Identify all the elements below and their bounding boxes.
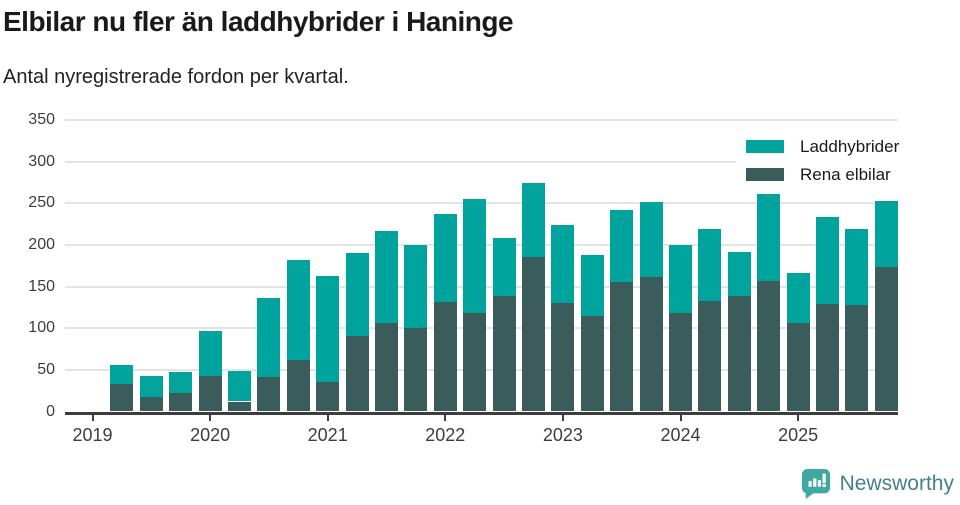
bar-rena-elbilar-2019-q2: [110, 384, 134, 412]
x-axis-label-2023: 2023: [542, 424, 583, 445]
bar-rena-elbilar-2025-q1: [786, 323, 810, 412]
bar-laddhybrider-2023-q4: [639, 202, 663, 278]
y-axis-label-300: 300: [28, 152, 55, 170]
x-tick-2022: [444, 414, 447, 421]
bar-laddhybrider-2023-q3: [610, 209, 634, 282]
x-tick-2020: [209, 414, 212, 421]
x-tick-2024: [679, 414, 682, 421]
x-axis-label-2021: 2021: [307, 424, 348, 445]
y-axis-label-250: 250: [28, 194, 55, 212]
x-axis-line: [65, 411, 898, 415]
bar-laddhybrider-2024-q4: [757, 194, 781, 281]
bar-rena-elbilar-2023-q4: [639, 277, 663, 412]
x-tick-2023: [561, 414, 564, 421]
bar-laddhybrider-2025-q4: [874, 200, 898, 268]
bar-laddhybrider-2020-q2: [228, 370, 251, 402]
bar-rena-elbilar-2024-q3: [727, 295, 751, 412]
bar-laddhybrider-2021-q4: [404, 244, 428, 329]
x-axis-label-2024: 2024: [660, 424, 701, 445]
chart-subtitle: Antal nyregistrerade fordon per kvartal.: [3, 66, 349, 88]
bar-laddhybrider-2022-q1: [433, 214, 457, 302]
bar-rena-elbilar-2023-q2: [580, 315, 604, 412]
bar-laddhybrider-2019-q3: [139, 375, 163, 398]
x-tick-2021: [326, 414, 329, 421]
bar-laddhybrider-2024-q3: [727, 252, 751, 296]
x-axis-label-2019: 2019: [72, 424, 113, 445]
bar-rena-elbilar-2023-q3: [610, 281, 634, 412]
bar-laddhybrider-2020-q3: [257, 298, 281, 377]
bar-laddhybrider-2025-q2: [816, 217, 839, 305]
bar-laddhybrider-2025-q1: [786, 273, 810, 324]
bar-rena-elbilar-2025-q2: [816, 304, 839, 412]
legend-item-rena-elbilar: Rena elbilar: [746, 165, 899, 184]
bar-laddhybrider-2020-q4: [286, 259, 310, 360]
gridline-300: [65, 160, 898, 163]
bar-laddhybrider-2021-q1: [316, 275, 340, 382]
bar-rena-elbilar-2022-q3: [492, 295, 516, 412]
x-axis-label-2020: 2020: [190, 424, 231, 445]
bar-rena-elbilar-2023-q1: [551, 303, 575, 412]
bar-rena-elbilar-2020-q1: [198, 375, 222, 412]
bar-laddhybrider-2024-q1: [669, 244, 692, 314]
y-axis-label-100: 100: [28, 319, 55, 337]
brand-footer: Newsworthy: [801, 468, 954, 499]
bar-laddhybrider-2022-q3: [492, 238, 516, 296]
bar-laddhybrider-2022-q4: [522, 183, 545, 257]
legend-label-rena-elbilar: Rena elbilar: [800, 165, 891, 184]
bar-laddhybrider-2019-q2: [110, 364, 134, 384]
gridline-350: [65, 118, 898, 121]
bar-rena-elbilar-2021-q1: [316, 381, 340, 412]
y-axis-label-50: 50: [37, 360, 55, 378]
bar-rena-elbilar-2024-q2: [698, 300, 722, 412]
x-tick-2019: [91, 414, 94, 421]
bar-laddhybrider-2020-q1: [198, 330, 222, 376]
bar-laddhybrider-2023-q2: [580, 254, 604, 316]
y-axis-label-350: 350: [28, 110, 55, 128]
bar-rena-elbilar-2021-q3: [375, 323, 398, 412]
bar-rena-elbilar-2020-q2: [228, 401, 251, 412]
bar-laddhybrider-2021-q3: [375, 230, 398, 324]
y-axis-label-0: 0: [46, 402, 55, 420]
bar-rena-elbilar-2019-q4: [169, 393, 193, 412]
bar-laddhybrider-2022-q2: [463, 199, 487, 314]
legend-swatch-laddhybrider: [746, 140, 784, 153]
bar-laddhybrider-2019-q4: [169, 372, 193, 394]
bar-laddhybrider-2024-q2: [698, 229, 722, 301]
bar-rena-elbilar-2025-q3: [845, 304, 869, 412]
bar-rena-elbilar-2022-q4: [522, 256, 545, 412]
legend-label-laddhybrider: Laddhybrider: [800, 137, 900, 156]
bar-rena-elbilar-2022-q1: [433, 301, 457, 412]
y-axis-label-150: 150: [28, 277, 55, 295]
x-axis-label-2022: 2022: [425, 424, 466, 445]
bar-rena-elbilar-2021-q4: [404, 328, 428, 412]
x-tick-2025: [797, 414, 800, 421]
chart-title: Elbilar nu fler än laddhybrider i Haning…: [3, 6, 514, 37]
x-axis-label-2025: 2025: [778, 424, 819, 445]
chart-legend: Laddhybrider Rena elbilar: [736, 129, 906, 192]
bar-rena-elbilar-2019-q3: [139, 397, 163, 412]
bar-rena-elbilar-2021-q2: [345, 335, 369, 412]
bar-laddhybrider-2021-q2: [345, 253, 369, 336]
newsworthy-logo-icon: [801, 468, 830, 499]
bar-rena-elbilar-2020-q3: [257, 376, 281, 412]
bar-rena-elbilar-2022-q2: [463, 313, 487, 412]
bar-rena-elbilar-2024-q1: [669, 313, 692, 412]
bar-rena-elbilar-2025-q4: [874, 267, 898, 412]
legend-swatch-rena-elbilar: [746, 168, 784, 181]
bar-laddhybrider-2025-q3: [845, 229, 869, 305]
y-axis-label-200: 200: [28, 235, 55, 253]
brand-name: Newsworthy: [839, 471, 954, 495]
legend-item-laddhybrider: Laddhybrider: [746, 137, 899, 156]
bar-rena-elbilar-2024-q4: [757, 280, 781, 412]
bar-rena-elbilar-2020-q4: [286, 359, 310, 412]
bar-laddhybrider-2023-q1: [551, 224, 575, 304]
